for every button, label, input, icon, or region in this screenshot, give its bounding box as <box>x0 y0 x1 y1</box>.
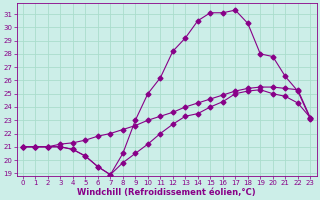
X-axis label: Windchill (Refroidissement éolien,°C): Windchill (Refroidissement éolien,°C) <box>77 188 256 197</box>
